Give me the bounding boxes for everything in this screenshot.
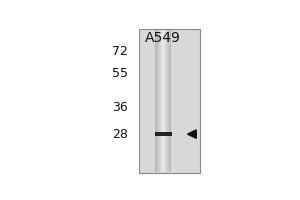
Text: 36: 36 — [112, 101, 128, 114]
Bar — [139, 29, 200, 173]
Text: 55: 55 — [112, 67, 128, 80]
Text: A549: A549 — [145, 31, 181, 45]
Bar — [154, 132, 172, 136]
Text: 28: 28 — [112, 128, 128, 141]
Text: 72: 72 — [112, 45, 128, 58]
Polygon shape — [188, 130, 196, 138]
